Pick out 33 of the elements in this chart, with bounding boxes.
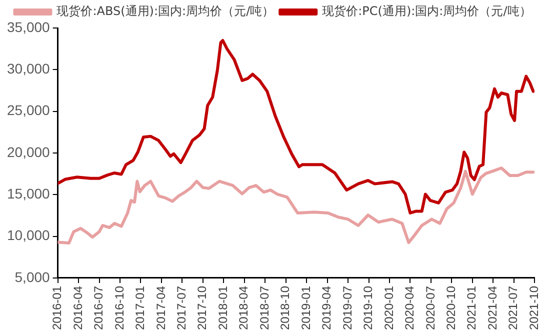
x-tick-label: 2020-04	[402, 286, 417, 330]
y-tick-label: 15,000	[6, 186, 50, 202]
x-tick-label: 2018-01	[216, 286, 230, 330]
x-tick-label: 2017-10	[195, 286, 210, 330]
x-tick-label: 2018-07	[257, 286, 272, 330]
x-tick-label: 2017-07	[174, 286, 189, 330]
x-tick-label: 2020-10	[444, 286, 458, 330]
x-tick-label: 2016-10	[112, 286, 126, 330]
legend-label: 现货价:ABS(通用):国内:周均价（元/吨）	[56, 4, 274, 18]
y-tick-label: 25,000	[6, 102, 50, 118]
x-tick-label: 2016-04	[70, 286, 85, 330]
x-tick-label: 2017-01	[133, 286, 148, 330]
x-tick-label: 2019-04	[320, 286, 334, 330]
y-tick-label: 35,000	[6, 18, 50, 35]
x-tick-label: 2021-07	[506, 286, 520, 330]
y-tick-label: 5,000	[14, 268, 50, 285]
legend-label: 现货价:PC(通用):国内:周均价（元/吨）	[322, 4, 532, 18]
y-tick-label: 10,000	[6, 227, 50, 244]
y-tick-label: 30,000	[6, 60, 50, 77]
x-tick-label: 2016-01	[50, 286, 64, 330]
x-tick-label: 2019-01	[298, 286, 313, 330]
x-tick-label: 2016-07	[92, 286, 106, 330]
x-tick-label: 2020-01	[382, 286, 396, 330]
y-tick-label: 20,000	[6, 144, 50, 160]
x-tick-label: 2018-10	[278, 286, 292, 330]
x-tick-label: 2021-10	[526, 286, 541, 330]
x-tick-label: 2017-04	[154, 286, 168, 330]
x-tick-label: 2019-07	[340, 286, 354, 330]
x-tick-label: 2021-04	[485, 286, 500, 330]
x-tick-label: 2018-04	[236, 286, 251, 330]
x-tick-label: 2019-10	[361, 286, 376, 330]
x-tick-label: 2021-01	[464, 286, 479, 330]
x-tick-label: 2020-07	[423, 286, 438, 330]
